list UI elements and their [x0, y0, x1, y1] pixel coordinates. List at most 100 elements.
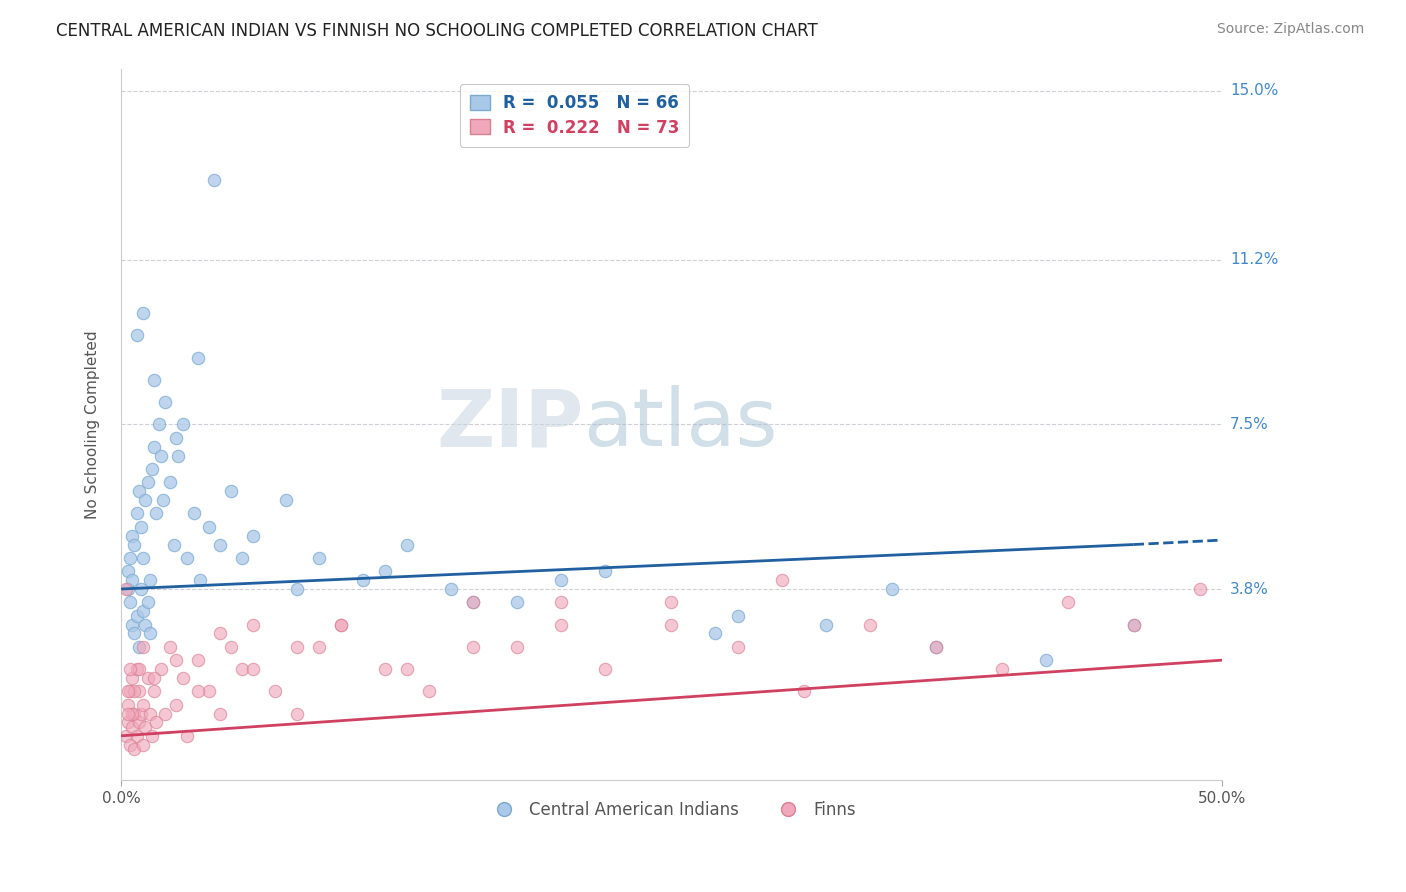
Point [159, 640, 181, 654]
Point [128, 640, 150, 654]
Point [125, 328, 148, 343]
Point [124, 706, 146, 721]
Point [117, 715, 139, 730]
Point [124, 684, 146, 698]
Point [153, 706, 176, 721]
Point [149, 449, 172, 463]
Point [117, 706, 139, 721]
Point [139, 626, 162, 640]
Point [793, 684, 815, 698]
Point [128, 484, 150, 499]
Point [165, 431, 187, 445]
Point [198, 520, 221, 534]
Point [924, 640, 946, 654]
Point [132, 604, 155, 618]
Point [285, 706, 308, 721]
Point [118, 738, 141, 752]
Point [145, 715, 167, 730]
Point [132, 698, 155, 712]
Point [148, 417, 170, 432]
Point [153, 395, 176, 409]
Point [264, 684, 287, 698]
Point [149, 662, 172, 676]
Point [124, 626, 146, 640]
Point [143, 671, 166, 685]
Point [440, 582, 463, 596]
Point [117, 698, 139, 712]
Point [550, 595, 572, 609]
Point [132, 640, 155, 654]
Text: ZIP: ZIP [436, 385, 583, 464]
Point [727, 608, 749, 623]
Point [550, 573, 572, 587]
Point [129, 582, 152, 596]
Point [117, 582, 139, 596]
Point [276, 493, 298, 508]
Point [128, 662, 150, 676]
Point [176, 729, 198, 743]
Point [132, 738, 155, 752]
Legend: Central American Indians, Finns: Central American Indians, Finns [481, 794, 863, 825]
Point [183, 507, 205, 521]
Point [121, 573, 143, 587]
Point [202, 172, 225, 186]
Point [141, 729, 163, 743]
Text: CENTRAL AMERICAN INDIAN VS FINNISH NO SCHOOLING COMPLETED CORRELATION CHART: CENTRAL AMERICAN INDIAN VS FINNISH NO SC… [56, 22, 818, 40]
Point [132, 550, 155, 565]
Point [129, 706, 152, 721]
Point [190, 573, 212, 587]
Point [172, 417, 194, 432]
Point [121, 617, 143, 632]
Point [136, 595, 159, 609]
Point [506, 640, 529, 654]
Point [396, 662, 419, 676]
Point [308, 640, 330, 654]
Point [165, 653, 187, 667]
Point [1056, 595, 1078, 609]
Point [374, 662, 396, 676]
Point [198, 684, 221, 698]
Point [125, 507, 148, 521]
Point [1188, 582, 1211, 596]
Point [134, 617, 156, 632]
Point [880, 582, 903, 596]
Text: Source: ZipAtlas.com: Source: ZipAtlas.com [1216, 22, 1364, 37]
Point [661, 595, 683, 609]
Point [209, 537, 232, 551]
Point [136, 475, 159, 490]
Point [139, 706, 162, 721]
Point [159, 475, 181, 490]
Point [595, 564, 617, 578]
Point [114, 729, 136, 743]
Text: 15.0%: 15.0% [1230, 83, 1278, 98]
Point [330, 617, 353, 632]
Point [990, 662, 1012, 676]
Point [118, 662, 141, 676]
Point [143, 684, 166, 698]
Text: atlas: atlas [583, 385, 778, 464]
Point [330, 617, 353, 632]
Point [124, 742, 146, 756]
Point [125, 662, 148, 676]
Point [770, 573, 793, 587]
Point [231, 662, 253, 676]
Point [121, 671, 143, 685]
Point [858, 617, 880, 632]
Point [114, 582, 136, 596]
Point [163, 537, 186, 551]
Point [242, 528, 264, 542]
Point [463, 595, 485, 609]
Point [121, 706, 143, 721]
Point [550, 617, 572, 632]
Point [418, 684, 440, 698]
Point [136, 671, 159, 685]
Point [167, 449, 190, 463]
Text: 11.2%: 11.2% [1230, 252, 1278, 268]
Point [209, 626, 232, 640]
Point [308, 550, 330, 565]
Point [1122, 617, 1144, 632]
Point [132, 306, 155, 320]
Point [145, 507, 167, 521]
Point [143, 373, 166, 387]
Point [285, 582, 308, 596]
